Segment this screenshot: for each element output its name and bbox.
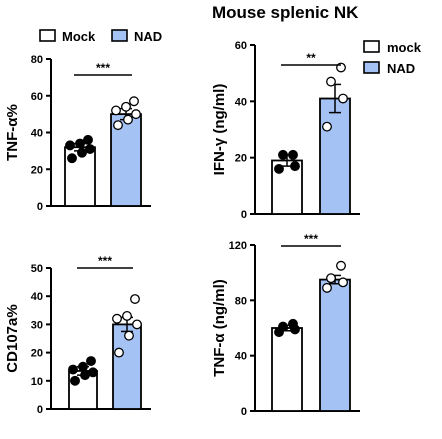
significance-label: *** (96, 61, 110, 75)
legend-swatch-mock (39, 29, 56, 42)
y-tick-label: 20 (31, 348, 43, 360)
y-tick-label: 10 (31, 376, 43, 388)
significance-label: *** (98, 254, 112, 268)
y-axis-label: IFN-γ (ng/ml) (211, 84, 228, 176)
legend-swatch-mock-2 (363, 40, 380, 53)
figure-title: Mouse splenic NK (212, 3, 359, 22)
data-point (80, 370, 90, 381)
significance-label: ** (306, 51, 316, 65)
data-point (288, 149, 298, 160)
y-tick-label: 0 (241, 406, 247, 418)
y-tick-label: 40 (235, 351, 247, 363)
y-axis-label: CD107a% (4, 304, 21, 372)
data-point (122, 310, 132, 321)
y-tick-label: 60 (235, 40, 247, 52)
y-tick-label: 120 (229, 240, 247, 252)
data-point (121, 101, 131, 112)
legend-label-nad: NAD (134, 29, 162, 44)
y-tick-label: 30 (31, 319, 43, 331)
legend-swatch-nad-2 (363, 61, 380, 74)
data-point (113, 120, 123, 131)
data-point (132, 319, 142, 330)
data-point (288, 318, 298, 329)
data-point (336, 260, 346, 271)
data-point (326, 273, 336, 284)
data-point (112, 313, 122, 324)
legend-label-mock: Mock (62, 29, 96, 44)
data-point (278, 321, 288, 332)
data-point (278, 149, 288, 160)
y-axis-label: TNF-α% (4, 104, 21, 161)
data-point (83, 134, 93, 145)
panel-1: 0 20 40 60 80 TNF-α% *** (4, 54, 151, 213)
data-point (129, 96, 139, 107)
chart-panels: 0 20 40 60 80 TNF-α% *** 0 20 40 60 IFN-γ (ng/ml) **… (4, 40, 360, 418)
y-tick-label: 80 (235, 295, 247, 307)
y-tick-label: 40 (235, 96, 247, 108)
significance-label: *** (304, 232, 318, 246)
legend-label-nad-2: NAD (387, 61, 415, 76)
data-point (77, 147, 87, 158)
data-point (123, 114, 133, 125)
y-tick-label: 0 (37, 404, 43, 416)
data-point (70, 375, 80, 386)
data-point (130, 294, 140, 304)
panel-2: 0 20 40 60 IFN-γ (ng/ml) ** (211, 40, 360, 221)
data-point (67, 153, 77, 164)
data-point (290, 161, 300, 172)
y-tick-label: 40 (31, 128, 43, 140)
data-point (65, 140, 75, 151)
data-point (111, 105, 121, 116)
data-point (338, 93, 348, 104)
data-point (322, 121, 332, 132)
legend-top-left: Mock NAD (39, 29, 162, 44)
data-point (86, 356, 96, 367)
y-tick-label: 20 (235, 153, 247, 165)
data-point (78, 361, 88, 372)
data-point (338, 277, 348, 288)
panel-4: 0 40 80 120 TNF-α (ng/ml) *** (211, 232, 360, 418)
data-point (88, 367, 98, 378)
y-tick-label: 0 (37, 201, 43, 213)
data-point (75, 138, 85, 149)
data-point (274, 163, 284, 174)
legend-swatch-nad (111, 29, 128, 42)
data-point (322, 282, 332, 293)
data-point (85, 144, 95, 154)
y-tick-label: 80 (31, 54, 43, 66)
y-axis-label: TNF-α (ng/ml) (211, 279, 228, 377)
y-tick-label: 20 (31, 164, 43, 176)
legend-label-mock-2: mock (387, 40, 422, 55)
y-tick-label: 0 (241, 209, 247, 221)
data-point (114, 347, 124, 358)
legend-top-right: mock NAD (363, 40, 422, 76)
data-point (326, 76, 336, 87)
y-tick-label: 60 (31, 91, 43, 103)
y-tick-label: 50 (31, 263, 43, 275)
bar-mock (271, 327, 303, 412)
panel-3: 0 10 20 30 40 50 CD107a% *** (4, 254, 151, 416)
bar-nad (319, 97, 351, 215)
y-tick-label: 40 (31, 291, 43, 303)
bar-nad (319, 278, 351, 412)
data-point (124, 330, 134, 341)
data-point (68, 364, 78, 375)
data-point (131, 109, 141, 120)
